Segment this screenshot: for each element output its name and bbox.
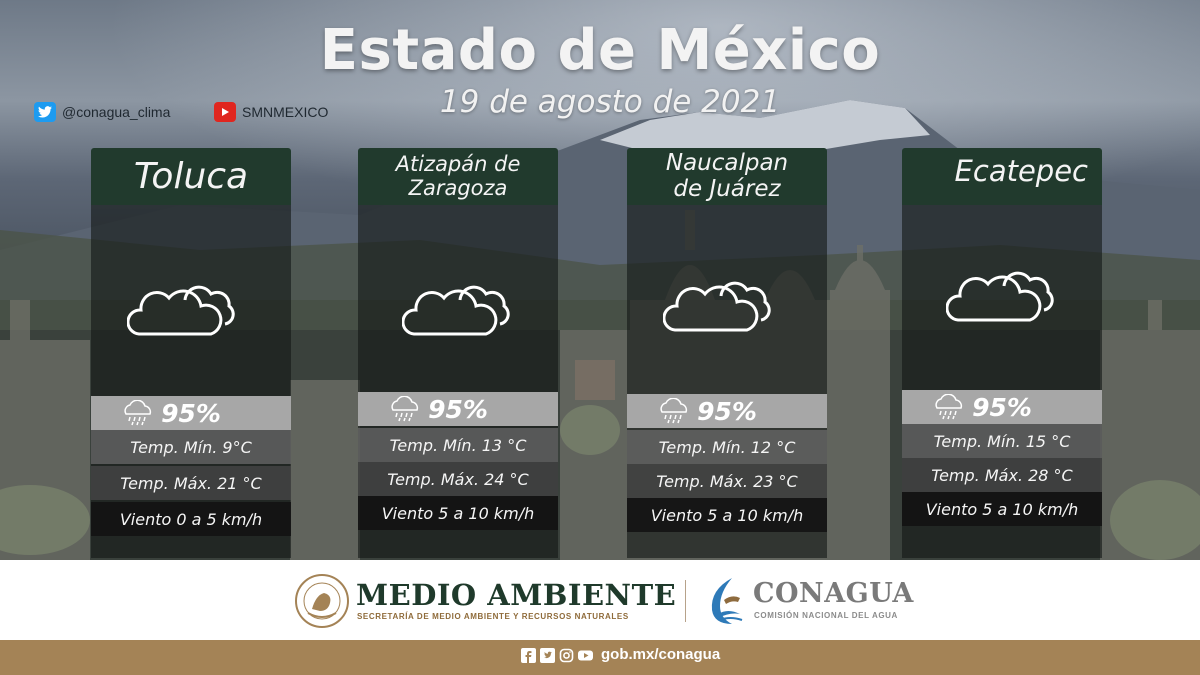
footer-bar [0,640,1200,675]
precipitation-row: 95% [902,390,1102,424]
cloudy-icon [663,281,771,332]
youtube-handle: SMNMEXICO [242,104,329,120]
wind: Viento 5 a 10 km/h [358,496,558,530]
youtube-link[interactable]: SMNMEXICO [214,102,328,122]
temp-min: Temp. Mín. 12 °C [627,430,827,464]
sema-name: MEDIO AMBIENTE [356,578,677,612]
twitter-icon[interactable] [540,648,555,663]
rain-icon [391,396,419,422]
precipitation-value: 95% [697,396,757,426]
logo-divider [685,580,686,622]
cloudy-icon [127,285,235,336]
rain-icon [660,398,688,424]
precipitation-row: 95% [358,392,558,426]
precipitation-value: 95% [161,398,221,428]
temp-min: Temp. Mín. 13 °C [358,428,558,462]
city-card-ecatepec: Ecatepec 95% Temp. Mín. 15 °C Temp. Máx.… [902,148,1102,558]
footer-social-icons [521,648,593,663]
cloudy-icon [402,285,510,336]
city-name: Atizapán de Zaragoza [358,148,558,205]
wind: Viento 0 a 5 km/h [91,502,291,536]
temp-max: Temp. Máx. 28 °C [902,458,1102,492]
wind: Viento 5 a 10 km/h [627,498,827,532]
rain-icon [935,394,963,420]
footer-url[interactable]: gob.mx/conagua [601,646,721,663]
mexico-seal-icon [295,574,349,628]
instagram-icon[interactable] [559,648,574,663]
page-title: Estado de México [319,18,881,83]
city-card-atizapan: Atizapán de Zaragoza 95% Temp. Mín. 13 °… [358,148,558,558]
temp-min: Temp. Mín. 9°C [91,430,291,464]
twitter-link[interactable]: @conagua_clima [34,102,170,122]
conagua-name: CONAGUA [753,578,914,609]
twitter-icon [34,102,56,122]
youtube-icon [214,102,236,122]
wind: Viento 5 a 10 km/h [902,492,1102,526]
forecast-date: 19 de agosto de 2021 [439,84,781,120]
background-photo [0,0,1200,560]
precipitation-value: 95% [428,394,488,424]
rain-icon [124,400,152,426]
city-card-naucalpan: Naucalpan de Juárez 95% Temp. Mín. 12 °C… [627,148,827,558]
temp-max: Temp. Máx. 23 °C [627,464,827,498]
precipitation-row: 95% [91,396,291,430]
sema-subtitle: SECRETARÍA DE MEDIO AMBIENTE Y RECURSOS … [357,612,629,621]
precipitation-row: 95% [627,394,827,428]
twitter-handle: @conagua_clima [62,104,171,120]
city-name: Toluca [91,148,291,205]
precipitation-value: 95% [972,392,1032,422]
temp-max: Temp. Máx. 21 °C [91,466,291,500]
temp-max: Temp. Máx. 24 °C [358,462,558,496]
city-name: Naucalpan de Juárez [627,148,827,205]
temp-min: Temp. Mín. 15 °C [902,424,1102,458]
city-card-toluca: Toluca 95% Temp. Mín. 9°C Temp. Máx. 21 … [91,148,291,558]
facebook-icon[interactable] [521,648,536,663]
city-name: Ecatepec [902,148,1102,205]
youtube-icon[interactable] [578,648,593,663]
conagua-subtitle: COMISIÓN NACIONAL DEL AGUA [754,611,898,620]
cloudy-icon [946,271,1054,322]
logo-strip [0,560,1200,640]
conagua-logo-icon [711,578,743,624]
